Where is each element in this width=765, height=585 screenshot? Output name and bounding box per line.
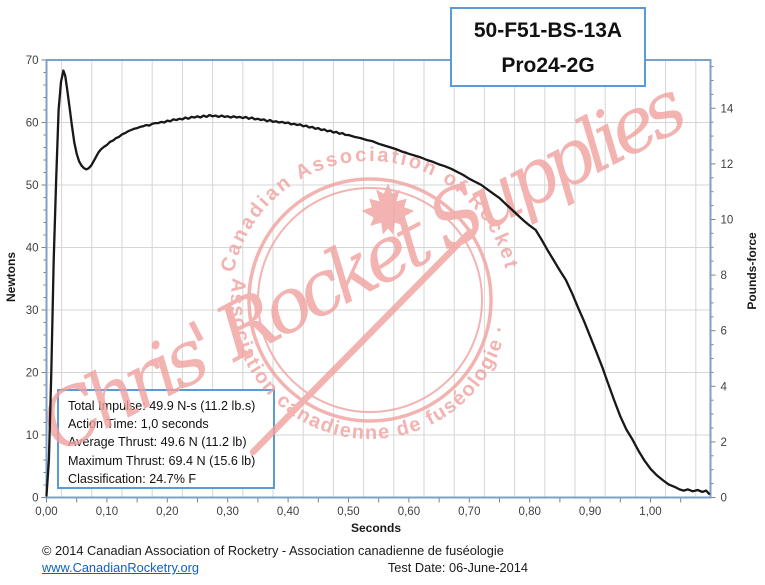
motor-title-box: 50-F51-BS-13A Pro24-2G [450,7,646,87]
y-left-tick-label: 60 [26,118,39,130]
y-right-tick-label: 12 [721,159,734,171]
y-left-tick-label: 10 [26,430,39,442]
total-impulse: Total Impulse: 49.9 N-s (11.2 lb.s) [68,399,256,413]
y-left-tick-label: 30 [26,305,39,317]
website-link-wrap: www.CanadianRocketry.org [42,560,199,575]
motor-name: Pro24-2G [501,54,595,77]
motor-designation: 50-F51-BS-13A [473,19,623,42]
x-tick-label: 0,50 [337,506,359,518]
y-right-tick-label: 8 [721,270,727,282]
x-axis-title: Seconds [350,521,401,535]
y-right-tick-label: 4 [721,381,728,393]
x-tick-label: 0,40 [277,506,299,518]
x-tick-label: 1,00 [639,506,661,518]
y-right-tick-label: 6 [721,326,727,338]
average-thrust: Average Thrust: 49.6 N (11.2 lb) [68,435,247,450]
x-tick-label: 0,70 [458,506,480,518]
website-link[interactable]: www.CanadianRocketry.org [42,560,199,575]
x-tick-label: 0,60 [398,506,420,518]
x-tick-label: 0,10 [96,506,118,518]
action-time: Action Time: 1,0 seconds [68,417,209,432]
y-left-tick-label: 20 [26,368,39,380]
x-tick-label: 0,30 [217,506,239,518]
y-axis-title-right: Pounds-force [745,232,759,310]
classification: Classification: 24.7% F [68,471,197,486]
copyright-text: © 2014 Canadian Association of Rocketry … [42,543,504,558]
y-right-tick-label: 0 [721,493,727,505]
x-tick-label: 0,00 [35,506,57,518]
y-left-tick-label: 70 [26,55,39,67]
maximum-thrust: Maximum Thrust: 69.4 N (15.6 lb) [68,453,256,468]
test-date: Test Date: 06-June-2014 [387,560,528,575]
y-left-tick-label: 50 [26,180,39,192]
x-tick-label: 0,90 [579,506,601,518]
x-tick-label: 0,80 [519,506,541,518]
y-right-tick-label: 10 [721,214,734,226]
y-axis-title-left: Newtons [4,252,18,303]
y-right-tick-label: 2 [721,437,727,449]
y-left-tick-label: 0 [32,493,38,505]
x-tick-label: 0,20 [156,506,178,518]
y-left-tick-label: 40 [26,243,39,255]
motor-stats-box: Total Impulse: 49.9 N-s (11.2 lb.s) Acti… [57,389,275,489]
y-right-tick-label: 14 [721,103,734,115]
